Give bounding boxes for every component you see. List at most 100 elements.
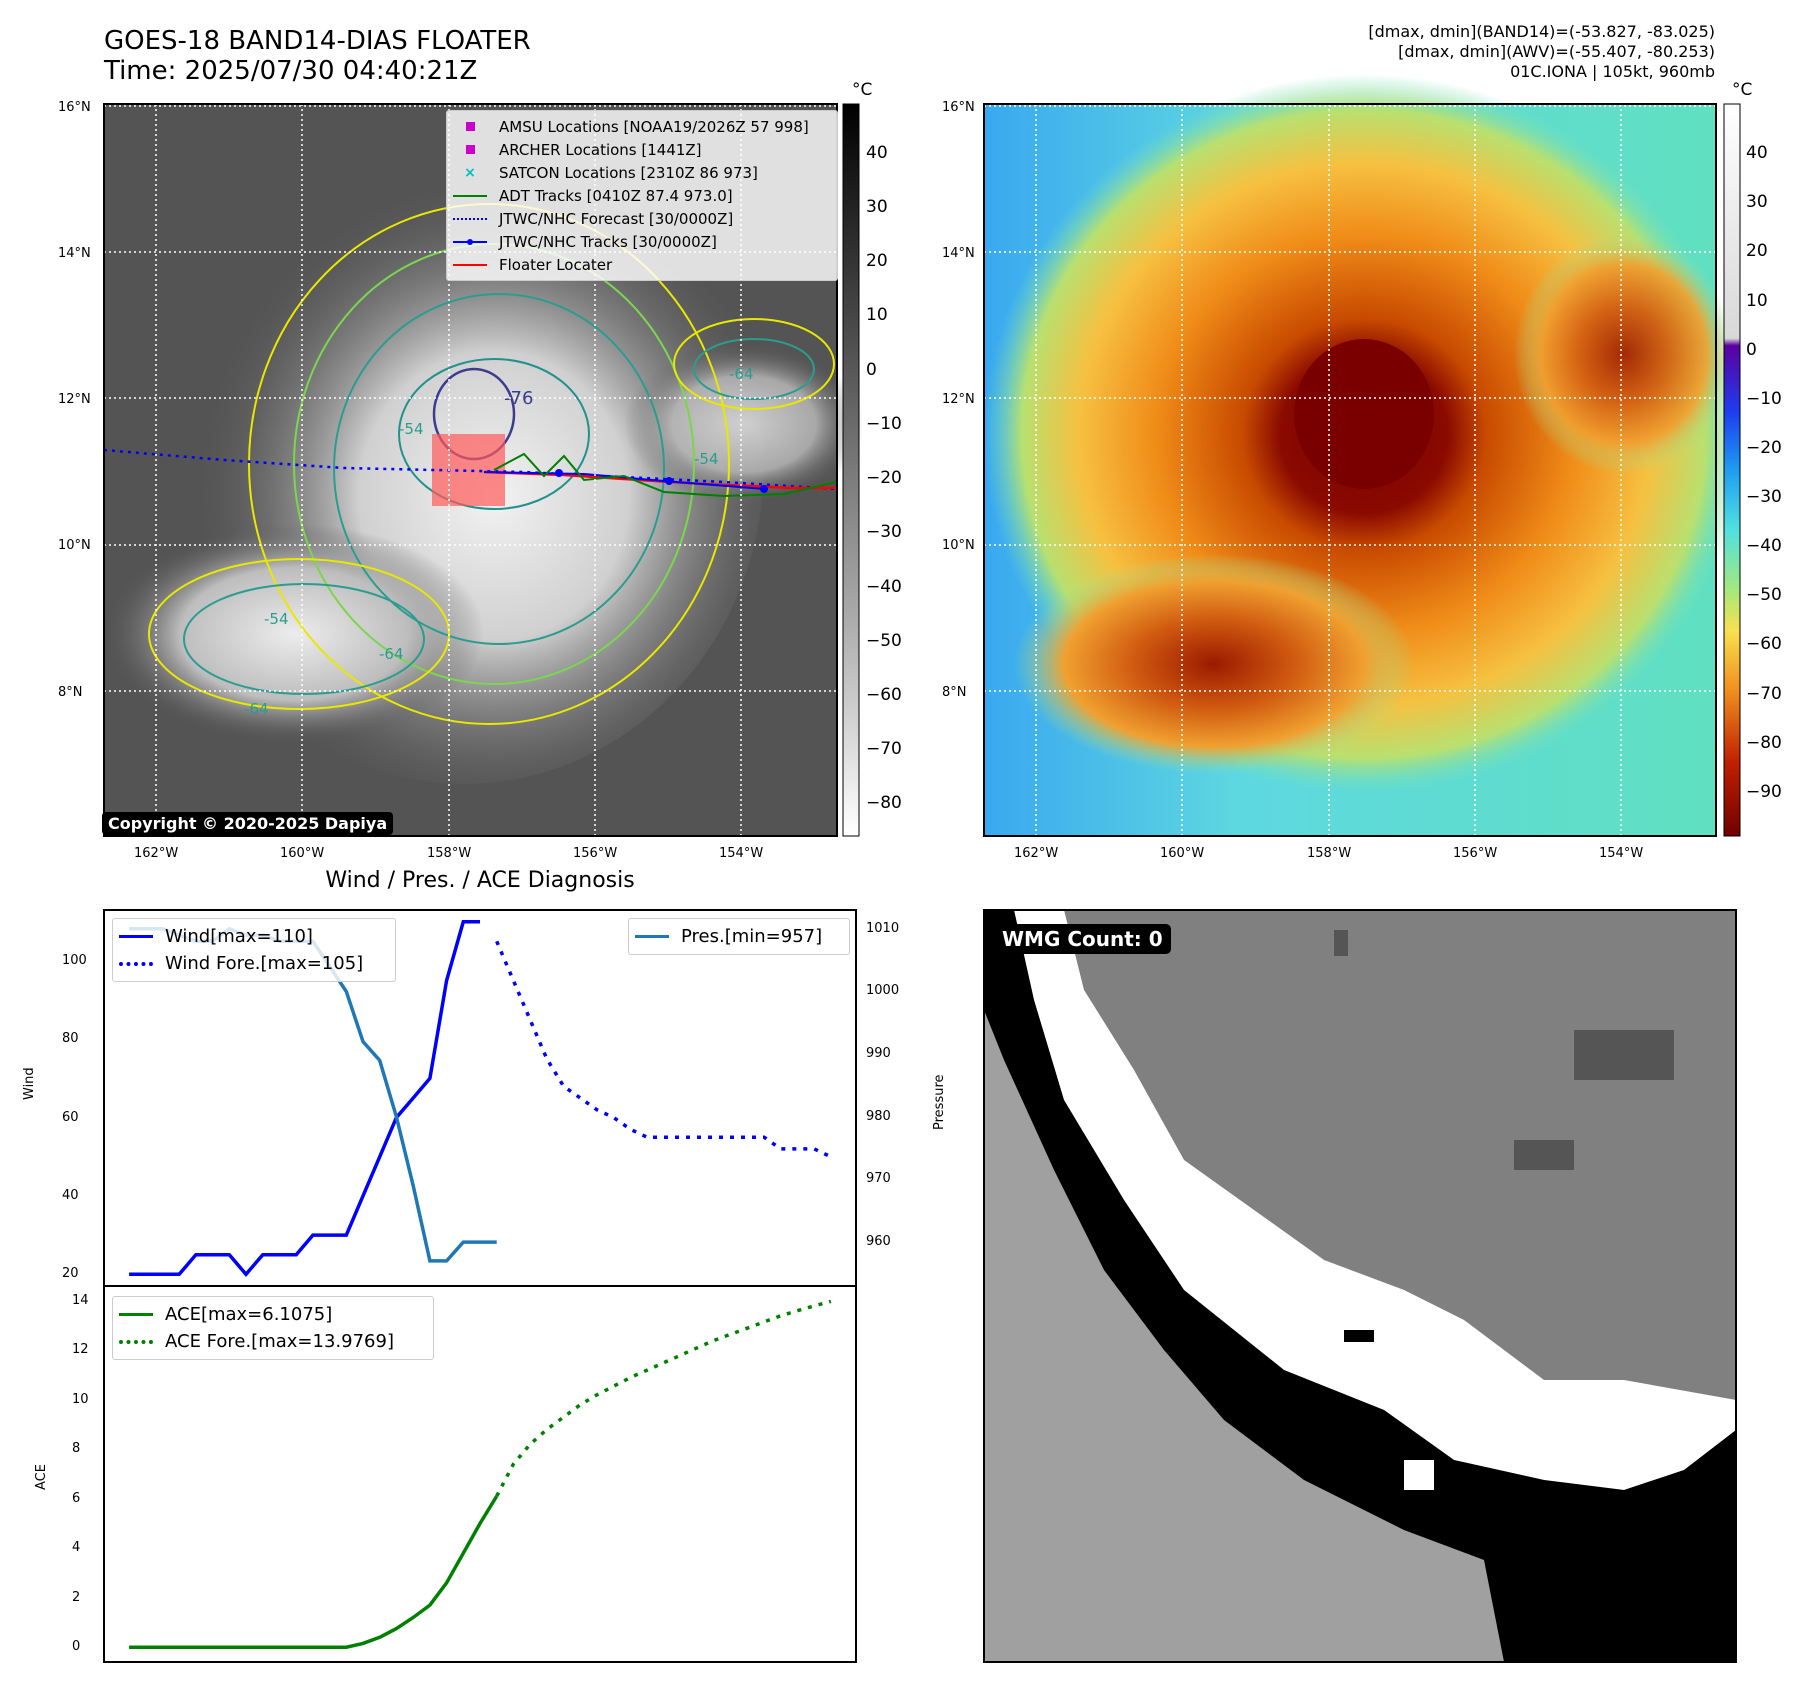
colorbar-tick: −20 [1746, 437, 1782, 458]
pressure-y-tick: 990 [866, 1046, 891, 1062]
lat-label: 16°N [942, 100, 975, 115]
wmg-panel [983, 909, 1737, 1663]
colorbar-tick: −10 [866, 413, 902, 434]
lat-label: 10°N [58, 538, 91, 553]
ace-y-tick: 12 [72, 1342, 89, 1358]
colorbar-tick: 10 [866, 305, 888, 326]
lon-label: 156°W [1453, 846, 1498, 861]
contour-label: -54 [399, 420, 424, 438]
copyright-badge: Copyright © 2020-2025 Dapiya [102, 812, 394, 835]
map-legend: AMSU Locations [NOAA19/2026Z 57 998] ARC… [446, 110, 838, 281]
line-marker-icon [119, 935, 153, 938]
info-band14-range: [dmax, dmin](BAND14)=(-53.827, -83.025) [1368, 22, 1715, 41]
colorbar-tick: −30 [866, 522, 902, 543]
pressure-legend: Pres.[min=957] [628, 918, 850, 955]
line-marker-icon [453, 263, 487, 266]
ace-y-tick: 10 [72, 1391, 89, 1407]
wind-axis-label: Wind [22, 1067, 37, 1100]
colorbar-tick: −30 [1746, 487, 1782, 508]
pressure-y-tick: 1010 [866, 920, 900, 936]
wind-y-tick: 80 [62, 1031, 79, 1047]
colorbar-tick: −40 [1746, 536, 1782, 557]
colorbar-tick: −80 [1746, 732, 1782, 753]
colorbar-tick: 0 [1746, 339, 1757, 360]
line-marker-icon [453, 194, 487, 197]
lon-label: 156°W [573, 846, 618, 861]
lon-label: 158°W [1307, 846, 1352, 861]
colorbar-unit: °C [852, 80, 873, 100]
line-marker-icon [635, 935, 669, 938]
lat-label: 10°N [942, 538, 975, 553]
wind-y-tick: 40 [62, 1187, 79, 1203]
lat-label: 14°N [942, 246, 975, 261]
contour-label: -54 [694, 450, 719, 468]
wind-y-tick: 60 [62, 1109, 79, 1125]
ace-y-tick: 4 [72, 1540, 81, 1556]
colorbar-tick: −20 [866, 468, 902, 489]
lon-label: 162°W [134, 846, 179, 861]
wind-y-tick: 100 [62, 952, 87, 968]
contour-label: -64 [244, 700, 269, 718]
chart-time: Time: 2025/07/30 04:40:21Z [104, 56, 478, 86]
dotted-line-icon [119, 1339, 153, 1344]
chart-title: GOES-18 BAND14-DIAS FLOATER [104, 26, 531, 56]
legend-pressure: Pres.[min=957] [635, 923, 843, 950]
lat-label: 8°N [58, 685, 83, 700]
square-marker-icon [465, 122, 475, 131]
lon-label: 158°W [427, 846, 472, 861]
colorbar-right [1723, 103, 1741, 837]
awv-map [983, 74, 1744, 837]
contour-label: -64 [379, 645, 404, 663]
lon-label: 160°W [1160, 846, 1205, 861]
colorbar-tick: −70 [1746, 683, 1782, 704]
colorbar-tick: 40 [866, 142, 888, 163]
legend-floater: Floater Locater [453, 253, 831, 276]
contour-label: -54 [264, 610, 289, 628]
ace-y-tick: 2 [72, 1589, 81, 1605]
diagnosis-title: Wind / Pres. / ACE Diagnosis [325, 868, 635, 893]
legend-wind: Wind[max=110] [119, 923, 389, 950]
colorbar-left [842, 103, 860, 837]
lat-label: 12°N [942, 392, 975, 407]
colorbar-tick: 0 [866, 359, 877, 380]
lat-label: 16°N [58, 100, 91, 115]
legend-ace-forecast: ACE Fore.[max=13.9769] [119, 1328, 427, 1355]
ace-y-tick: 14 [72, 1292, 89, 1308]
colorbar-tick: 20 [866, 251, 888, 272]
colorbar-tick: −60 [1746, 634, 1782, 655]
info-storm: 01C.IONA | 105kt, 960mb [1510, 62, 1715, 81]
series-line-0 [129, 920, 480, 1277]
legend-wind-forecast: Wind Fore.[max=105] [119, 950, 389, 977]
colorbar-tick: −50 [866, 630, 902, 651]
wind-y-tick: 20 [62, 1266, 79, 1282]
wmg-count-badge: WMG Count: 0 [994, 924, 1171, 954]
wind-legend: Wind[max=110] Wind Fore.[max=105] [112, 918, 396, 982]
legend-amsu: AMSU Locations [NOAA19/2026Z 57 998] [453, 115, 831, 138]
square-marker-icon [465, 145, 475, 154]
ace-axis-label: ACE [34, 1464, 49, 1490]
pressure-axis-label: Pressure [932, 1074, 947, 1130]
contour-label: -64 [729, 365, 754, 383]
colorbar-tick: 30 [866, 197, 888, 218]
lat-label: 14°N [58, 246, 91, 261]
pressure-y-tick: 970 [866, 1171, 891, 1187]
legend-forecast: JTWC/NHC Forecast [30/0000Z] [453, 207, 831, 230]
ace-series-line-0 [129, 1495, 499, 1649]
lon-label: 154°W [1599, 846, 1644, 861]
colorbar-tick: −50 [1746, 585, 1782, 606]
lon-label: 160°W [280, 846, 325, 861]
colorbar-tick: −40 [866, 576, 902, 597]
pressure-y-tick: 980 [866, 1108, 891, 1124]
legend-ace: ACE[max=6.1075] [119, 1301, 427, 1328]
lat-label: 12°N [58, 392, 91, 407]
colorbar-tick: 30 [1746, 192, 1768, 213]
colorbar-tick: −90 [1746, 781, 1782, 802]
dotted-line-icon [453, 217, 487, 220]
colorbar-tick: −60 [866, 685, 902, 706]
ace-y-tick: 6 [72, 1490, 81, 1506]
colorbar-tick: −70 [866, 739, 902, 760]
legend-adt: ADT Tracks [0410Z 87.4 973.0] [453, 184, 831, 207]
ace-legend: ACE[max=6.1075] ACE Fore.[max=13.9769] [112, 1296, 434, 1360]
x-marker-icon: × [464, 164, 476, 181]
info-awv-range: [dmax, dmin](AWV)=(-55.407, -80.253) [1398, 42, 1715, 61]
